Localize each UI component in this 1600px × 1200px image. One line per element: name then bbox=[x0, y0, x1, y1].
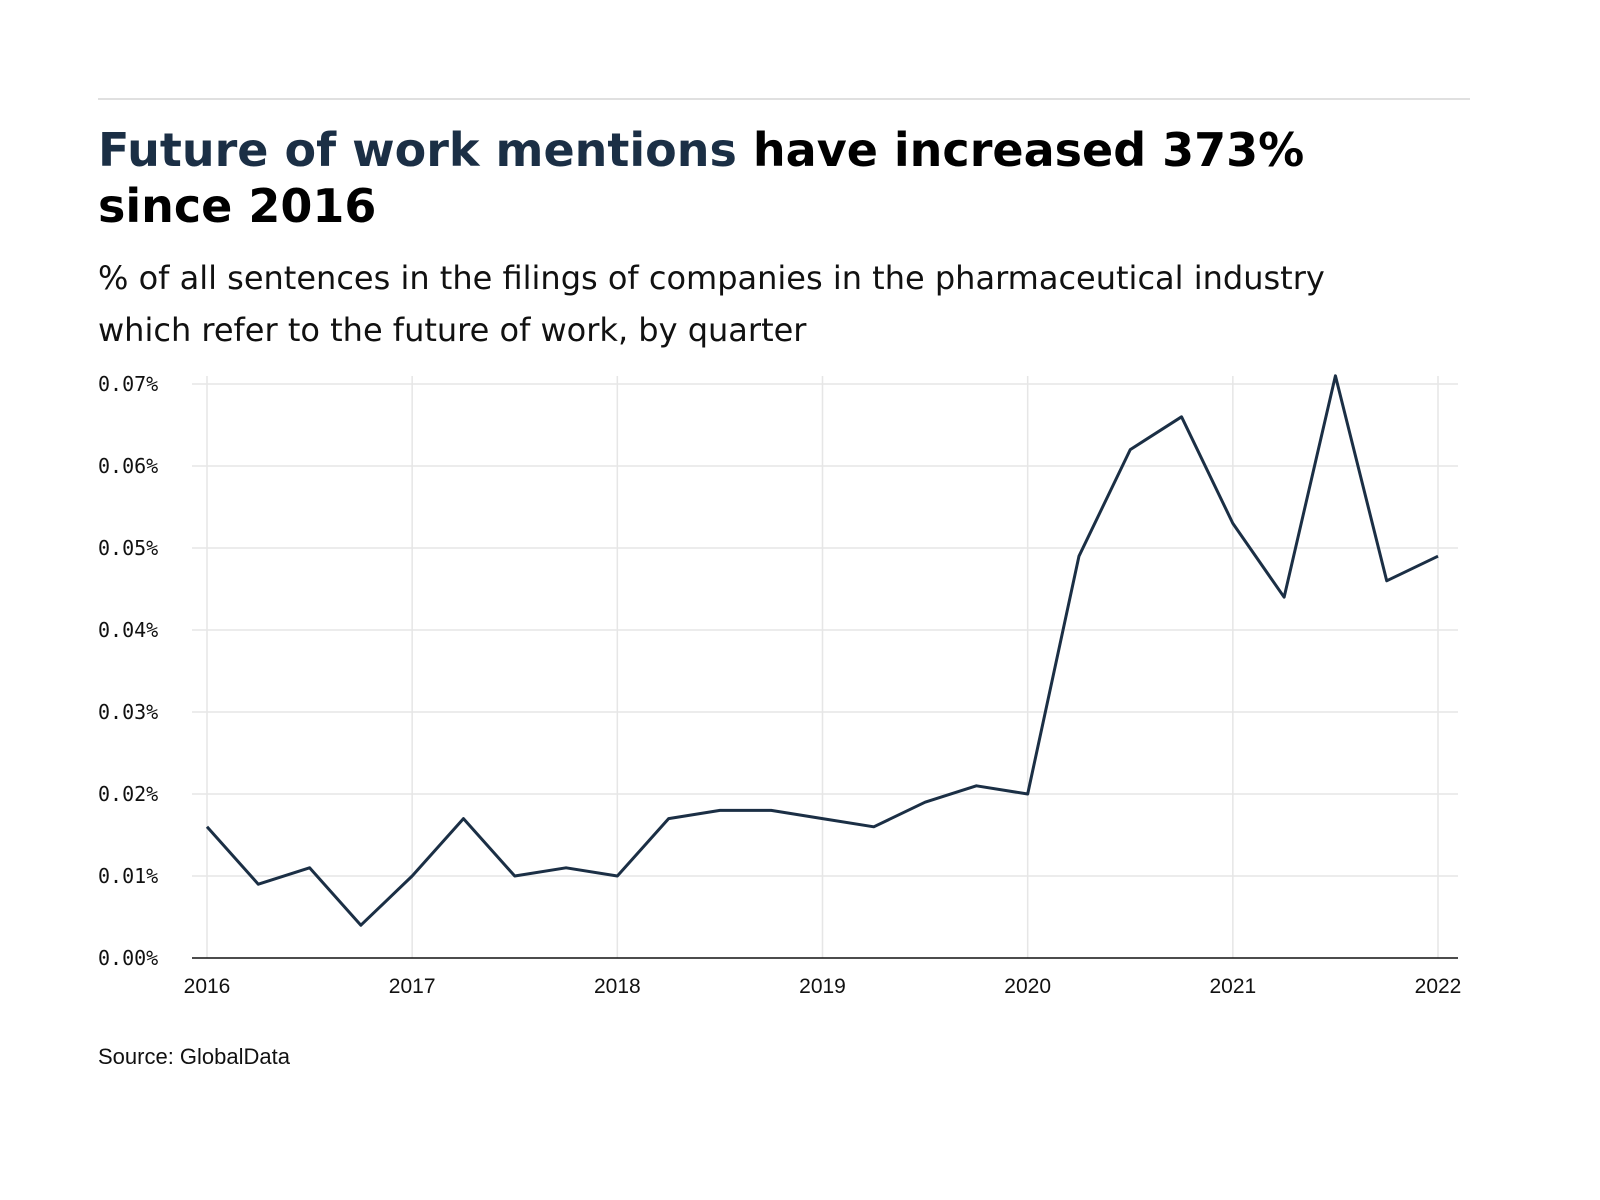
x-tick-label: 2022 bbox=[1415, 975, 1462, 998]
source-note: Source: GlobalData bbox=[98, 1044, 290, 1069]
y-tick-label: 0.03% bbox=[98, 700, 158, 724]
y-tick-label: 0.00% bbox=[98, 946, 158, 970]
x-tick-label: 2016 bbox=[184, 975, 231, 998]
y-tick-label: 0.02% bbox=[98, 782, 158, 806]
y-tick-label: 0.01% bbox=[98, 864, 158, 888]
y-tick-label: 0.05% bbox=[98, 536, 158, 560]
x-tick-label: 2019 bbox=[799, 975, 846, 998]
series-line bbox=[205, 374, 1439, 927]
title-highlight: Future of work mentions bbox=[98, 123, 737, 177]
y-tick-label: 0.06% bbox=[98, 454, 158, 478]
y-tick-label: 0.04% bbox=[98, 618, 158, 642]
chart-title: Future of work mentions have increased 3… bbox=[98, 122, 1428, 234]
x-tick-label: 2021 bbox=[1209, 975, 1256, 998]
x-tick-label: 2017 bbox=[389, 975, 436, 998]
top-divider bbox=[98, 98, 1470, 100]
chart-subtitle: % of all sentences in the filings of com… bbox=[98, 259, 1325, 349]
title-rest: have increased 373% since 2016 bbox=[98, 123, 1305, 233]
y-tick-label: 0.07% bbox=[98, 372, 158, 396]
x-tick-label: 2018 bbox=[594, 975, 641, 998]
x-tick-label: 2020 bbox=[1004, 975, 1051, 998]
